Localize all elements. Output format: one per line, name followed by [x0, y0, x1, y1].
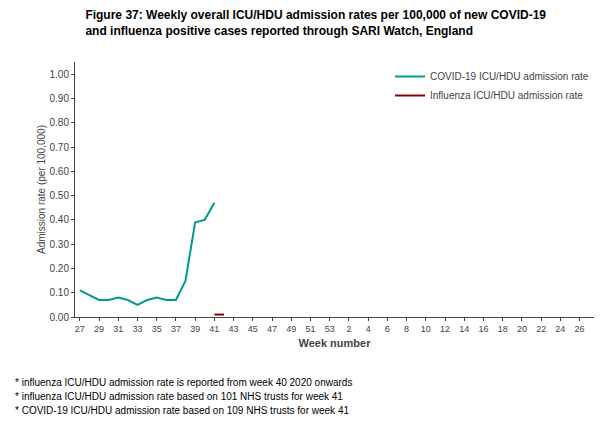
svg-text:0.20: 0.20 — [50, 263, 70, 274]
svg-text:4: 4 — [366, 324, 371, 334]
svg-text:Figure 37: Weekly overall ICU/: Figure 37: Weekly overall ICU/HDU admiss… — [85, 8, 546, 38]
svg-text:49: 49 — [286, 324, 296, 334]
svg-text:Influenza ICU/HDU admission ra: Influenza ICU/HDU admission rate — [430, 90, 583, 101]
svg-text:47: 47 — [267, 324, 277, 334]
svg-text:* influenza ICU/HDU admission: * influenza ICU/HDU admission rate is re… — [15, 377, 352, 388]
svg-text:16: 16 — [478, 324, 488, 334]
svg-text:* COVID-19 ICU/HDU admission r: * COVID-19 ICU/HDU admission rate based … — [15, 405, 349, 416]
svg-text:* influenza ICU/HDU admission: * influenza ICU/HDU admission rate based… — [15, 391, 343, 402]
svg-text:43: 43 — [229, 324, 239, 334]
svg-text:20: 20 — [517, 324, 527, 334]
svg-text:0.90: 0.90 — [50, 93, 70, 104]
svg-text:0.60: 0.60 — [50, 166, 70, 177]
svg-text:0.40: 0.40 — [50, 214, 70, 225]
svg-text:26: 26 — [575, 324, 585, 334]
svg-text:COVID-19 ICU/HDU admission rat: COVID-19 ICU/HDU admission rate — [430, 71, 589, 82]
svg-text:14: 14 — [459, 324, 469, 334]
svg-text:27: 27 — [75, 324, 85, 334]
svg-text:53: 53 — [325, 324, 335, 334]
svg-text:37: 37 — [171, 324, 181, 334]
svg-text:0.00: 0.00 — [50, 312, 70, 323]
svg-text:29: 29 — [94, 324, 104, 334]
svg-text:Week number: Week number — [299, 337, 372, 349]
svg-text:6: 6 — [385, 324, 390, 334]
svg-text:Admission rate (per 100,000): Admission rate (per 100,000) — [36, 125, 47, 254]
svg-text:8: 8 — [404, 324, 409, 334]
svg-text:51: 51 — [305, 324, 315, 334]
svg-text:12: 12 — [440, 324, 450, 334]
svg-text:33: 33 — [132, 324, 142, 334]
svg-text:39: 39 — [190, 324, 200, 334]
svg-text:10: 10 — [421, 324, 431, 334]
svg-text:2: 2 — [346, 324, 351, 334]
svg-text:0.50: 0.50 — [50, 190, 70, 201]
svg-text:24: 24 — [555, 324, 565, 334]
svg-text:45: 45 — [248, 324, 258, 334]
svg-text:35: 35 — [152, 324, 162, 334]
svg-text:1.00: 1.00 — [50, 69, 70, 80]
svg-text:41: 41 — [209, 324, 219, 334]
svg-text:0.70: 0.70 — [50, 142, 70, 153]
svg-text:0.80: 0.80 — [50, 117, 70, 128]
svg-text:22: 22 — [536, 324, 546, 334]
svg-text:0.30: 0.30 — [50, 239, 70, 250]
svg-text:0.10: 0.10 — [50, 287, 70, 298]
svg-text:31: 31 — [113, 324, 123, 334]
svg-text:18: 18 — [498, 324, 508, 334]
